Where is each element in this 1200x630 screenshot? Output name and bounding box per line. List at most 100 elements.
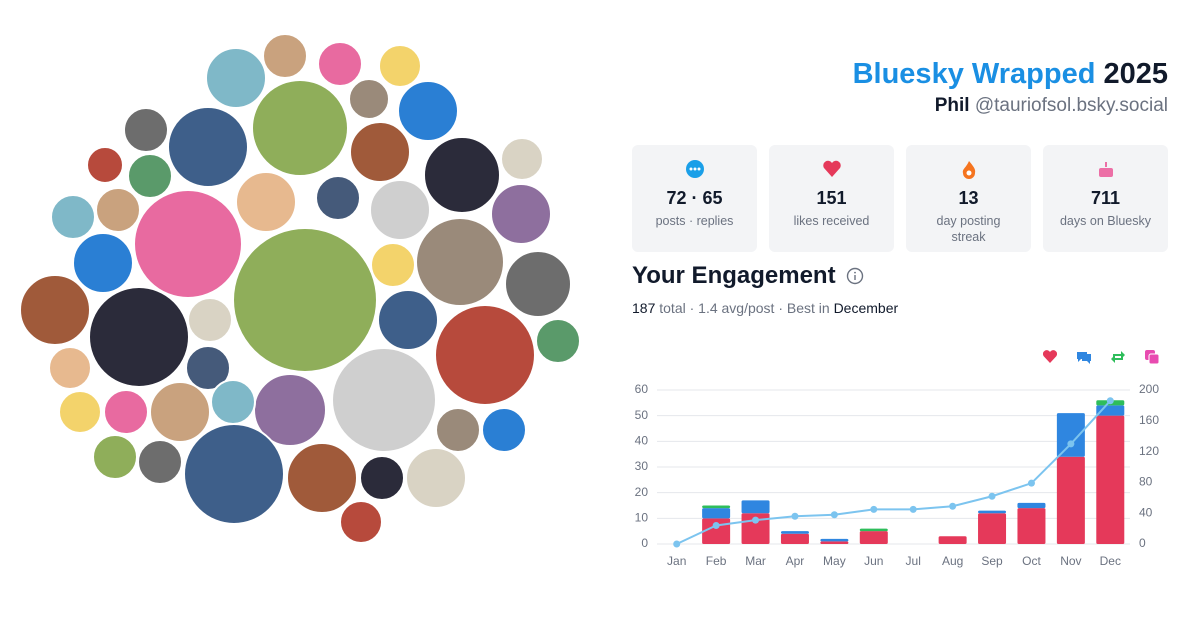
avatar[interactable] <box>434 304 536 406</box>
icon <box>962 161 975 179</box>
y2-tick-label: 40 <box>1139 505 1153 519</box>
stat-label: likes received <box>793 214 870 228</box>
avatar[interactable] <box>500 137 544 181</box>
avatar[interactable] <box>377 289 439 351</box>
avatar[interactable] <box>349 121 411 183</box>
avatar[interactable] <box>415 217 505 307</box>
stat-value: 13 <box>958 188 979 208</box>
avatar[interactable] <box>232 227 378 373</box>
stat-card: 711 days on Bluesky <box>1043 145 1168 252</box>
y-tick-label: 50 <box>635 408 649 422</box>
y-tick-label: 0 <box>641 536 648 550</box>
avatar[interactable] <box>339 500 383 544</box>
header: Bluesky Wrapped 2025 Phil @tauriofsol.bs… <box>853 58 1168 117</box>
x-tick-label: Aug <box>942 554 963 568</box>
x-tick-label: Mar <box>745 554 766 568</box>
avatar[interactable] <box>370 242 416 288</box>
avatar[interactable] <box>88 286 190 388</box>
avatar[interactable] <box>210 379 256 425</box>
avatar[interactable] <box>167 106 249 188</box>
avatar[interactable] <box>535 318 581 364</box>
avatar[interactable] <box>149 381 211 443</box>
x-tick-label: Jul <box>906 554 921 568</box>
avatar[interactable] <box>137 439 183 485</box>
bar-segment <box>820 541 849 544</box>
avatar[interactable] <box>504 250 572 318</box>
avatar[interactable] <box>95 187 141 233</box>
avatar[interactable] <box>86 146 124 184</box>
avatar[interactable] <box>183 423 285 525</box>
avatar[interactable] <box>359 455 405 501</box>
avatar[interactable] <box>405 447 467 509</box>
user-handle: @tauriofsol.bsky.social <box>974 95 1168 116</box>
x-tick-label: Nov <box>1060 554 1081 568</box>
icon <box>685 160 704 178</box>
avatar[interactable] <box>435 407 481 453</box>
avatar[interactable] <box>48 346 92 390</box>
line-point <box>712 522 720 530</box>
avatar[interactable] <box>92 434 138 480</box>
avatar[interactable] <box>251 79 349 177</box>
line-point <box>988 492 996 500</box>
avatar[interactable] <box>397 80 459 142</box>
avatar[interactable] <box>286 442 358 514</box>
x-tick-label: Apr <box>786 554 805 568</box>
line-point <box>1106 397 1114 405</box>
avatar[interactable] <box>315 175 361 221</box>
y-tick-label: 20 <box>635 485 649 499</box>
x-tick-label: Jan <box>667 554 686 568</box>
avatar[interactable] <box>185 345 231 391</box>
avatar[interactable] <box>50 194 96 240</box>
avatar[interactable] <box>19 274 91 346</box>
stat-value: 711 <box>1090 188 1121 208</box>
avatar[interactable] <box>123 107 169 153</box>
line-point <box>949 502 957 510</box>
avatar[interactable] <box>348 78 390 120</box>
bar-segment <box>1096 415 1125 544</box>
avatar[interactable] <box>262 33 308 79</box>
y-tick-label: 40 <box>635 434 649 448</box>
avatar[interactable] <box>423 136 501 214</box>
avatar[interactable] <box>490 183 552 245</box>
x-tick-label: Sep <box>981 554 1003 568</box>
avatar[interactable] <box>317 41 363 87</box>
heading-text: Your Engagement <box>632 262 836 289</box>
legend-icon[interactable] <box>1042 350 1058 363</box>
bar-segment <box>938 536 967 544</box>
y2-tick-label: 200 <box>1139 382 1159 396</box>
line-point <box>870 505 878 513</box>
line-point <box>909 505 917 513</box>
avatar[interactable] <box>58 390 102 434</box>
engagement: Your Engagement 187 total · 1.4 avg/post… <box>632 262 898 316</box>
avatar[interactable] <box>369 179 431 241</box>
y2-tick-label: 80 <box>1139 475 1153 489</box>
avatar[interactable] <box>235 171 297 233</box>
avatar[interactable] <box>133 189 243 299</box>
y2-tick-label: 0 <box>1139 536 1146 550</box>
avatar[interactable] <box>481 407 527 453</box>
avatar[interactable] <box>331 347 437 453</box>
avatar[interactable] <box>72 232 134 294</box>
stat-card: 13 day posting streak <box>906 145 1031 252</box>
avatar[interactable] <box>205 47 267 109</box>
legend-icon[interactable] <box>1111 351 1125 363</box>
bar-segment <box>859 528 888 532</box>
avatar[interactable] <box>378 44 422 88</box>
total: 187 <box>632 300 656 316</box>
x-tick-label: Jun <box>864 554 883 568</box>
avatar[interactable] <box>187 297 233 343</box>
y-tick-label: 60 <box>635 382 649 396</box>
stat-label: days on Bluesky <box>1059 214 1152 228</box>
avatar[interactable] <box>127 153 173 199</box>
bar-segment <box>820 538 849 542</box>
info-icon[interactable] <box>846 267 864 285</box>
avatar[interactable] <box>103 389 149 435</box>
legend-icon[interactable] <box>1145 350 1160 365</box>
x-tick-label: Dec <box>1100 554 1121 568</box>
line-point <box>1027 479 1035 487</box>
stat-value: 151 <box>816 188 847 208</box>
user: Phil @tauriofsol.bsky.social <box>853 95 1168 117</box>
x-tick-label: Feb <box>706 554 727 568</box>
legend-icon[interactable] <box>1077 352 1091 364</box>
y-tick-label: 10 <box>635 511 649 525</box>
